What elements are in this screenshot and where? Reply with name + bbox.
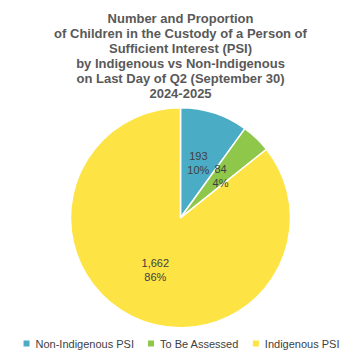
svg-text:10%: 10% bbox=[187, 164, 209, 176]
svg-text:To Be Assessed: To Be Assessed bbox=[160, 338, 238, 350]
svg-text:4%: 4% bbox=[213, 177, 229, 189]
svg-text:86%: 86% bbox=[144, 271, 166, 283]
svg-text:84: 84 bbox=[214, 163, 226, 175]
svg-text:Non-Indigenous PSI: Non-Indigenous PSI bbox=[36, 338, 134, 350]
svg-text:Sufficient Interest (PSI): Sufficient Interest (PSI) bbox=[109, 41, 252, 56]
svg-text:Number and Proportion: Number and Proportion bbox=[108, 11, 254, 26]
svg-text:2024-2025: 2024-2025 bbox=[149, 86, 211, 101]
svg-text:on Last Day of Q2 (September 3: on Last Day of Q2 (September 30) bbox=[76, 71, 284, 86]
svg-text:193: 193 bbox=[189, 150, 207, 162]
svg-text:Indigenous PSI: Indigenous PSI bbox=[265, 338, 340, 350]
svg-text:1,662: 1,662 bbox=[142, 257, 170, 269]
svg-text:by Indigenous vs Non-Indigenou: by Indigenous vs Non-Indigenous bbox=[76, 56, 285, 71]
svg-text:of Children in the Custody of: of Children in the Custody of a Person o… bbox=[54, 26, 307, 41]
